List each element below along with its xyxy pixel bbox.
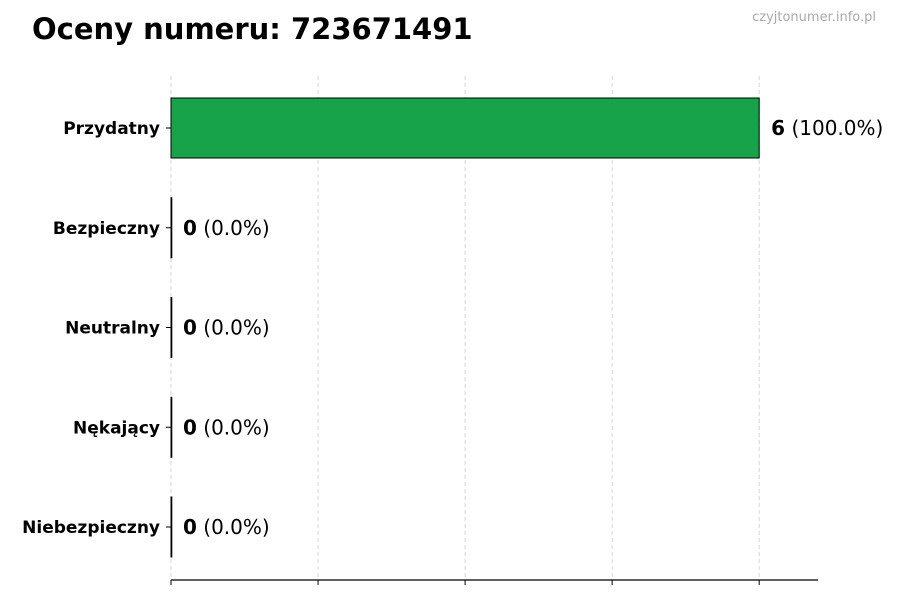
percent-label: (0.0%): [197, 216, 270, 240]
bar: [170, 297, 173, 358]
category-label: Bezpieczny: [53, 219, 160, 239]
bar: [170, 396, 173, 458]
percent-label: (0.0%): [197, 415, 270, 439]
data-label: 0 (0.0%): [183, 316, 270, 340]
data-label: 0 (0.0%): [183, 216, 270, 240]
value-label: 6: [771, 116, 785, 140]
percent-label: (0.0%): [197, 515, 270, 539]
category-label: Przydatny: [63, 119, 160, 139]
category-label: Nękający: [73, 418, 160, 438]
bar: [170, 97, 760, 159]
data-label: 0 (0.0%): [183, 415, 270, 439]
value-label: 0: [183, 316, 197, 340]
category-label: Neutralny: [65, 319, 160, 339]
value-label: 0: [183, 515, 197, 539]
data-label: 0 (0.0%): [183, 515, 270, 539]
bar: [170, 496, 173, 558]
percent-label: (100.0%): [785, 116, 883, 140]
bar: [170, 197, 173, 259]
data-label: 6 (100.0%): [771, 116, 883, 140]
watermark: czyjtonumer.info.pl: [752, 10, 876, 25]
category-label: Niebezpieczny: [22, 518, 160, 538]
chart-title: Oceny numeru: 723671491: [32, 12, 473, 46]
value-label: 0: [183, 216, 197, 240]
value-label: 0: [183, 415, 197, 439]
percent-label: (0.0%): [197, 316, 270, 340]
